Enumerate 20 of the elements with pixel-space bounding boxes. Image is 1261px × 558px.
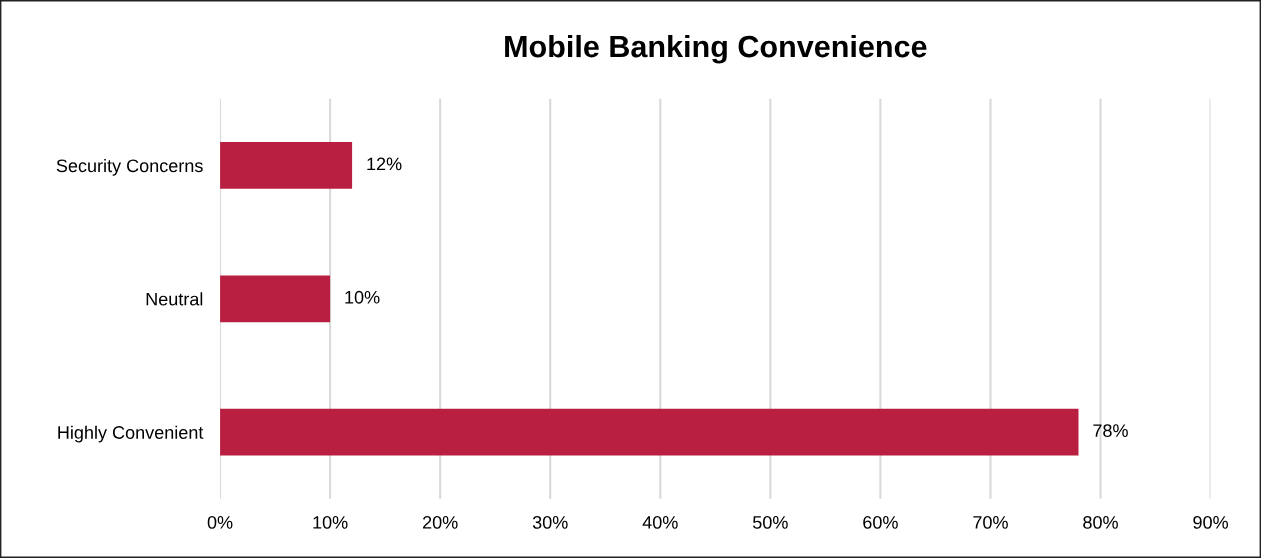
x-tick-label: 30% bbox=[532, 516, 568, 529]
x-tick-label: 10% bbox=[313, 516, 348, 529]
x-tick-label: 80% bbox=[1083, 516, 1118, 529]
x-tick-label: 70% bbox=[973, 516, 1008, 529]
y-tick-label: Security Concerns bbox=[56, 158, 203, 176]
chart-title: Mobile Banking Convenience bbox=[505, 34, 927, 64]
x-tick-label: 60% bbox=[863, 516, 898, 529]
x-tick-label: 90% bbox=[1193, 516, 1228, 529]
x-tick-label: 50% bbox=[752, 516, 788, 529]
y-tick-label: Highly Convenient bbox=[58, 425, 204, 443]
bar bbox=[220, 142, 353, 189]
bar bbox=[220, 275, 331, 323]
x-tick-label: 20% bbox=[423, 516, 458, 529]
y-tick-label: Neutral bbox=[146, 292, 203, 306]
x-tick-label: 0% bbox=[207, 516, 233, 529]
data-label: 12% bbox=[367, 157, 402, 171]
bar bbox=[220, 408, 1079, 456]
data-label: 78% bbox=[1093, 424, 1128, 438]
x-tick-label: 40% bbox=[642, 516, 678, 529]
data-label: 10% bbox=[345, 290, 380, 304]
